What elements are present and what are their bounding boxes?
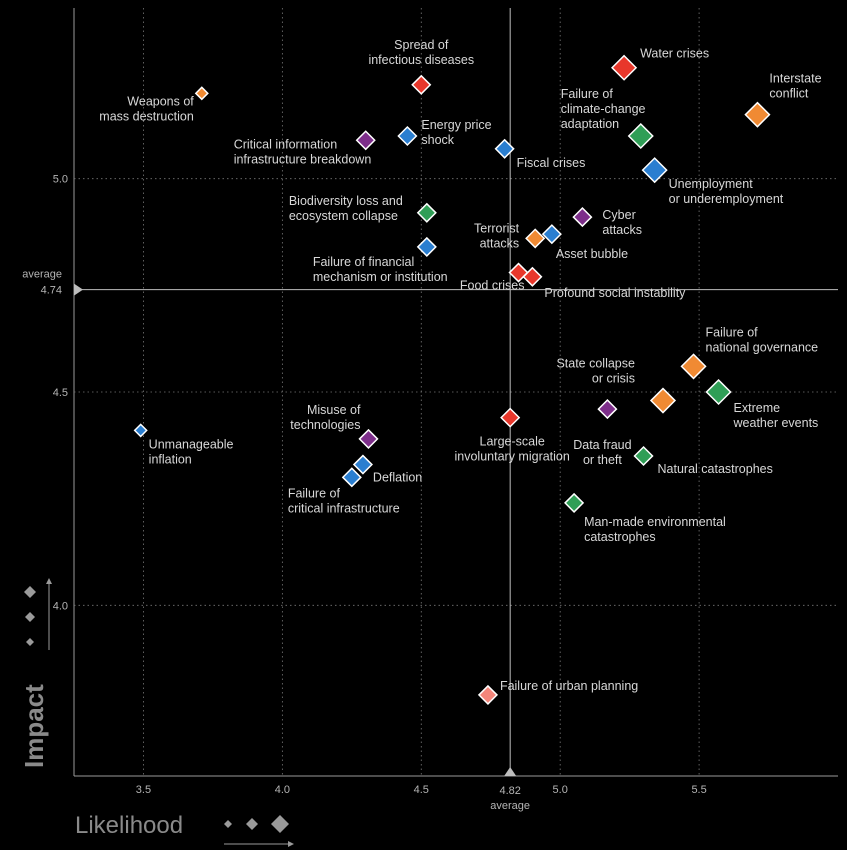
risk-point	[500, 407, 521, 428]
risk-point-label: Weapons of mass destruction	[99, 94, 194, 123]
x-tick-label: 4.5	[414, 784, 429, 796]
x-axis-title: Likelihood	[75, 812, 183, 839]
risk-point-label: Food crises	[460, 279, 525, 293]
risk-point-label: Interstate conflict	[769, 72, 821, 101]
risk-point	[627, 122, 654, 150]
y-average-caption: average	[22, 269, 62, 281]
impact-legend-arrowhead	[46, 578, 52, 584]
risk-point-label: Man-made environmental catastrophes	[584, 515, 726, 544]
risk-point-label: Biodiversity loss and ecosystem collapse	[289, 194, 403, 223]
risk-point	[649, 387, 677, 414]
risk-point	[633, 445, 654, 467]
risk-point-label: Unemployment or underemployment	[669, 177, 784, 206]
risk-point-label: Cyber attacks	[602, 208, 642, 237]
risk-point-label: Fiscal crises	[517, 156, 586, 170]
risk-point	[494, 138, 515, 159]
risk-point-label: Failure of financial mechanism or institu…	[313, 255, 448, 284]
risk-point	[477, 684, 499, 705]
likelihood-legend-diamond	[224, 820, 232, 828]
risk-point-label: Failure of urban planning	[500, 679, 638, 693]
likelihood-legend-diamond	[271, 815, 289, 833]
x-tick-label: 4.0	[275, 784, 290, 796]
impact-legend-diamond	[26, 638, 34, 646]
impact-legend-diamond	[25, 612, 35, 622]
risk-point	[705, 378, 732, 406]
likelihood-legend-arrowhead	[288, 841, 294, 847]
risk-point	[355, 130, 376, 151]
y-tick-label: 4.5	[53, 387, 68, 399]
risk-point	[416, 202, 437, 223]
risk-point	[411, 74, 432, 95]
risk-point-label: Data fraud or theft	[573, 438, 631, 467]
y-average-marker	[74, 283, 83, 296]
risk-point	[522, 266, 543, 287]
risk-point-label: Terrorist attacks	[474, 221, 520, 250]
risk-point	[564, 492, 585, 513]
risk-point	[194, 86, 209, 101]
labels-layer: Weapons of mass destruction Spread of infec…	[99, 38, 821, 693]
x-average-caption: average	[490, 800, 530, 812]
x-average-marker	[504, 767, 517, 776]
risk-point	[541, 224, 562, 245]
grid-layer	[73, 8, 838, 777]
x-average-value: 4.82	[499, 785, 520, 797]
risk-point-label: Critical information infrastructure break…	[234, 137, 372, 166]
risk-point	[641, 157, 668, 184]
x-tick-label: 5.0	[553, 784, 568, 796]
risk-point-label: Asset bubble	[556, 247, 628, 261]
risk-point-label: Profound social instability	[544, 286, 686, 300]
risk-point	[525, 228, 546, 249]
axes-layer: 3.5 4.0 4.5 5.0 5.5 5.0 4.5 4.0 4.82 average avera…	[19, 174, 707, 847]
risk-point	[744, 101, 771, 128]
risk-point	[680, 353, 707, 380]
risk-point	[397, 125, 418, 147]
risk-point	[352, 454, 373, 475]
risk-point-label: Energy price shock	[421, 118, 491, 147]
risk-point-label: Failure of climate-change adaptation	[561, 87, 646, 131]
risk-point	[133, 423, 148, 438]
risk-point-label: Spread of infectious diseases	[368, 38, 474, 67]
risk-point	[358, 428, 379, 449]
risk-point	[416, 236, 437, 257]
risk-point	[572, 207, 593, 228]
risk-point	[597, 399, 618, 420]
likelihood-legend-diamond	[246, 818, 258, 830]
x-tick-label: 5.5	[691, 784, 706, 796]
risk-point-label: Extreme weather events	[733, 401, 819, 430]
points-layer	[133, 54, 771, 705]
y-axis-title: Impact	[19, 684, 49, 768]
risk-point-label: Unmanageable inflation	[149, 437, 234, 466]
y-average-value: 4.74	[41, 285, 62, 297]
y-tick-label: 4.0	[53, 600, 68, 612]
risk-point	[341, 467, 362, 488]
risk-point-label: Failure of critical infrastructure	[288, 486, 400, 515]
risk-point-label: Large-scale involuntary migration	[455, 435, 570, 464]
risk-point-label: State collapse or crisis	[556, 357, 635, 386]
risk-point-label: Misuse of technologies	[290, 403, 361, 432]
x-tick-label: 3.5	[136, 784, 151, 796]
risk-point-label: Deflation	[373, 471, 422, 485]
risk-point-label: Water crises	[640, 47, 709, 61]
risk-point	[611, 54, 638, 81]
y-tick-label: 5.0	[53, 174, 68, 186]
risk-point-label: Failure of national governance	[706, 325, 819, 354]
risk-point-label: Natural catastrophes	[658, 462, 773, 476]
impact-legend-diamond	[24, 586, 36, 598]
